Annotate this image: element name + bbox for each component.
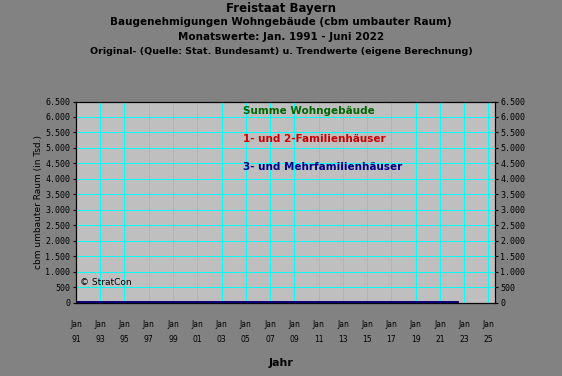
Text: 17: 17: [387, 335, 396, 344]
Text: Jan: Jan: [483, 320, 495, 329]
Text: 03: 03: [216, 335, 226, 344]
Text: Jan: Jan: [386, 320, 397, 329]
Text: Jan: Jan: [119, 320, 130, 329]
Text: Jan: Jan: [288, 320, 300, 329]
Text: Original- (Quelle: Stat. Bundesamt) u. Trendwerte (eigene Berechnung): Original- (Quelle: Stat. Bundesamt) u. T…: [89, 47, 473, 56]
Text: 25: 25: [484, 335, 493, 344]
Text: 99: 99: [168, 335, 178, 344]
Text: 09: 09: [289, 335, 299, 344]
Text: 91: 91: [71, 335, 81, 344]
Y-axis label: cbm umbauter Raum (in Tsd.): cbm umbauter Raum (in Tsd.): [34, 135, 43, 269]
Text: © StratCon: © StratCon: [80, 277, 132, 287]
Text: 01: 01: [192, 335, 202, 344]
Text: Baugenehmigungen Wohngebäude (cbm umbauter Raum): Baugenehmigungen Wohngebäude (cbm umbaut…: [110, 17, 452, 27]
Text: 97: 97: [144, 335, 153, 344]
Text: 15: 15: [362, 335, 372, 344]
Text: 3- und Mehrfamilienhäuser: 3- und Mehrfamilienhäuser: [243, 162, 402, 172]
Text: 05: 05: [241, 335, 251, 344]
Text: Jan: Jan: [143, 320, 155, 329]
Text: Summe Wohngebäude: Summe Wohngebäude: [243, 106, 375, 115]
Text: Jan: Jan: [434, 320, 446, 329]
Text: Monatswerte: Jan. 1991 - Juni 2022: Monatswerte: Jan. 1991 - Juni 2022: [178, 32, 384, 42]
Text: Jan: Jan: [458, 320, 470, 329]
Text: Jan: Jan: [361, 320, 373, 329]
Text: Jahr: Jahr: [269, 358, 293, 368]
Text: Jan: Jan: [167, 320, 179, 329]
Text: Freistaat Bayern: Freistaat Bayern: [226, 2, 336, 15]
Text: 95: 95: [120, 335, 129, 344]
Text: Jan: Jan: [312, 320, 324, 329]
Text: Jan: Jan: [240, 320, 252, 329]
Text: 19: 19: [411, 335, 420, 344]
Text: Jan: Jan: [264, 320, 276, 329]
Text: Jan: Jan: [191, 320, 203, 329]
Text: Jan: Jan: [410, 320, 422, 329]
Text: Jan: Jan: [337, 320, 349, 329]
Text: 11: 11: [314, 335, 323, 344]
Text: Jan: Jan: [94, 320, 106, 329]
Text: 21: 21: [435, 335, 445, 344]
Text: 13: 13: [338, 335, 348, 344]
Text: Jan: Jan: [70, 320, 82, 329]
Text: 93: 93: [96, 335, 105, 344]
Text: 07: 07: [265, 335, 275, 344]
Text: 1- und 2-Familienhäuser: 1- und 2-Familienhäuser: [243, 134, 386, 144]
Text: Jan: Jan: [216, 320, 228, 329]
Text: 23: 23: [459, 335, 469, 344]
